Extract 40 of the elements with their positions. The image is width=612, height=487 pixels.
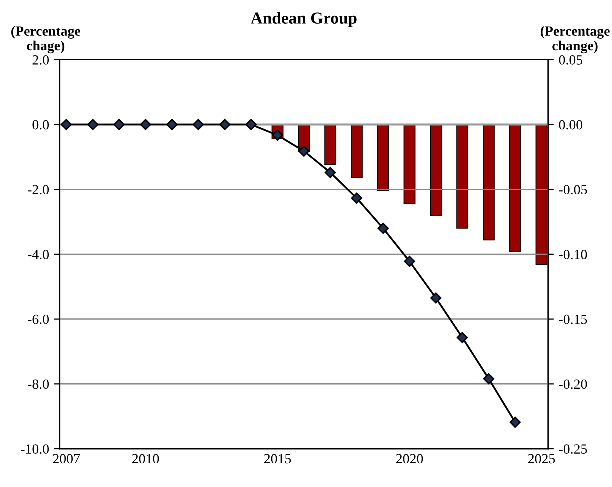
point (456, 332, 468, 344)
point (219, 119, 231, 130)
x-tick-label: 2010 (132, 454, 160, 464)
x-tick-label: 2015 (264, 454, 292, 464)
y2-tick-label: -0.25 (559, 444, 588, 454)
point (114, 119, 125, 130)
y2-tick-label: -0.20 (559, 380, 588, 390)
y-tick-label: 2.0 (32, 55, 50, 65)
point (272, 130, 284, 142)
point (60, 119, 72, 130)
point (351, 192, 363, 204)
y-tick-label: 0.0 (32, 120, 50, 130)
point (87, 119, 99, 130)
point (298, 146, 310, 157)
y-tick-label: -4.0 (28, 250, 50, 260)
y2-tick-label: -0.05 (559, 185, 588, 195)
point (510, 416, 521, 428)
y2-axis-title: (Percentage change) (540, 26, 610, 54)
point (404, 256, 416, 268)
point (192, 119, 204, 130)
point (430, 292, 442, 304)
point (324, 167, 336, 178)
y2-tick-label: 0.00 (559, 120, 583, 130)
y-tick-label: -10.0 (21, 444, 50, 454)
y-tick-label: -6.0 (28, 314, 50, 324)
y2-tick-label: -0.15 (559, 314, 588, 324)
chart-title: Andean Group (250, 12, 357, 28)
x-tick-label: 2025 (528, 454, 556, 464)
point (378, 222, 389, 234)
point (246, 119, 257, 130)
y-axis-title: (Percentage chage) (12, 26, 81, 54)
y-tick-label: -8.0 (28, 380, 50, 390)
point (166, 119, 178, 130)
y2-tick-label: -0.10 (559, 250, 588, 260)
point (140, 119, 152, 130)
x-tick-label: 2020 (396, 454, 424, 464)
x-tick-label: 2007 (53, 454, 80, 464)
y2-tick-label: 0.05 (559, 55, 583, 65)
point (483, 373, 495, 385)
y-tick-label: -2.0 (28, 185, 50, 195)
